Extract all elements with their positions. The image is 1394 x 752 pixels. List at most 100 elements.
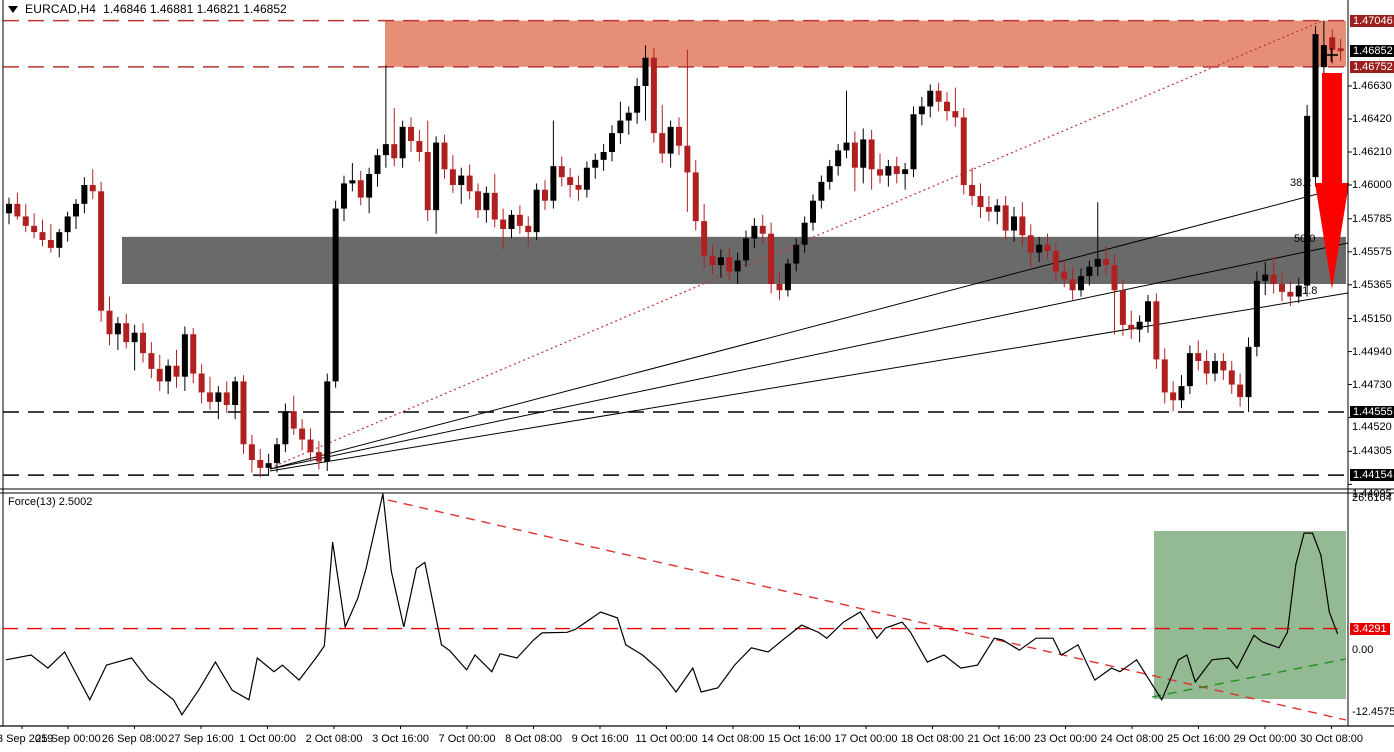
price-axis-label: 1.44095: [1352, 488, 1392, 501]
time-axis-label: 24 Oct 08:00: [1100, 733, 1164, 745]
bull-candle-body: [274, 444, 280, 464]
symbol-dropdown-icon[interactable]: [8, 5, 18, 13]
bear-candle-body: [868, 139, 875, 170]
bear-candle-body: [969, 185, 976, 196]
sell-signal-arrow-icon[interactable]: [1315, 73, 1349, 289]
highlighted-price-label-1.44555: 1.44555: [1350, 406, 1394, 419]
force-level-label: 3.4291: [1350, 622, 1390, 635]
bull-candle-body: [793, 244, 800, 264]
fib-fan-line-38.2[interactable]: [269, 185, 1349, 470]
bull-candle-body: [165, 365, 172, 382]
price-axis-label: 1.44730: [1352, 378, 1392, 391]
bull-candle-body: [625, 112, 632, 121]
bull-candle-body: [667, 126, 674, 154]
bull-candle-body: [1094, 258, 1101, 267]
bear-candle-body: [190, 334, 197, 374]
indicator-highlight-box[interactable]: [1154, 531, 1346, 699]
bear-candle-body: [676, 126, 682, 146]
symbol-period-label: EURCAD,H4: [25, 2, 97, 16]
bear-candle-body: [659, 133, 666, 154]
bear-candle-body: [1061, 271, 1068, 280]
bear-candle-body: [1337, 48, 1344, 52]
force-rising-trendline[interactable]: [1151, 658, 1347, 698]
bear-candle-body: [952, 111, 959, 118]
bull-candle-body: [784, 263, 791, 291]
bear-candle-body: [98, 191, 105, 311]
bear-candle-body: [22, 216, 29, 226]
bull-candle-body: [181, 334, 188, 377]
bear-candle-body: [1027, 235, 1034, 253]
bear-candle-body: [148, 353, 155, 369]
bear-candle-body: [198, 373, 205, 393]
bear-candle-body: [223, 392, 230, 405]
bull-candle-body: [583, 167, 590, 190]
force-indicator-line: [5, 493, 1339, 716]
time-axis-label: 1 Oct 00:00: [239, 733, 296, 745]
time-axis-label: 25 Sep 00:00: [35, 733, 101, 745]
time-axis-label: 30 Oct 08:00: [1300, 733, 1363, 745]
price-axis-label: 1.46000: [1352, 179, 1392, 191]
force-declining-trendline[interactable]: [387, 499, 1347, 721]
bull-candle-body: [885, 166, 892, 176]
time-axis-label: 15 Oct 16:00: [768, 733, 831, 745]
bull-candle-body: [374, 155, 381, 175]
bull-candle-body: [282, 411, 289, 445]
bull-candle-body: [399, 126, 406, 159]
bull-candle-body: [642, 57, 649, 87]
bear-candle-body: [1270, 274, 1277, 284]
bear-candle-body: [391, 144, 398, 159]
time-axis-label: 3 Oct 16:00: [372, 733, 429, 745]
bear-candle-body: [466, 175, 473, 192]
bear-candle-body: [1287, 291, 1294, 297]
fib-fan-line-61.8[interactable]: [269, 292, 1349, 472]
bull-candle-body: [717, 257, 724, 266]
bear-candle-body: [106, 310, 113, 335]
highlighted-price-label-1.47046: 1.47046: [1350, 14, 1394, 27]
bear-candle-body: [977, 195, 984, 207]
ohlc-values: 1.46846 1.46881 1.46821 1.46852: [103, 2, 287, 16]
bear-candle-body: [851, 142, 858, 168]
bull-candle-body: [910, 114, 917, 170]
bull-candle-body: [332, 208, 339, 382]
bear-candle-body: [89, 185, 96, 192]
bull-candle-body: [131, 332, 138, 343]
bear-candle-body: [31, 225, 38, 233]
bull-candle-body: [1245, 346, 1252, 398]
fib-fan-label-38.2: 38.2: [1290, 177, 1312, 189]
time-axis-label: 29 Oct 00:00: [1233, 733, 1297, 745]
bull-candle-body: [609, 133, 615, 153]
bear-candle-body: [14, 203, 21, 217]
bull-candle-body: [382, 144, 389, 156]
bear-candle-body: [307, 439, 314, 453]
fib-fan-line-50.0[interactable]: [269, 242, 1349, 470]
bear-candle-body: [207, 392, 213, 402]
bear-candle-body: [944, 101, 950, 112]
force-scale-label: 26.6104: [1352, 492, 1392, 504]
bull-candle-body: [634, 86, 641, 113]
support-band-rectangle[interactable]: [122, 236, 1346, 284]
bull-candle-body: [73, 203, 79, 217]
time-axis-label: 23 Oct 00:00: [1034, 733, 1097, 745]
bear-candle-body: [650, 57, 657, 134]
bull-candle-body: [801, 222, 808, 245]
bull-candle-body: [56, 232, 63, 248]
bull-candle-body: [1212, 360, 1218, 374]
bull-candle-body: [843, 142, 850, 151]
bull-candle-body: [751, 225, 758, 239]
time-axis-label: 18 Oct 08:00: [901, 733, 964, 745]
time-axis-label: 2 Oct 08:00: [305, 733, 363, 745]
bull-candle-body: [1036, 244, 1043, 253]
bull-candle-body: [366, 174, 373, 198]
bull-candle-body: [550, 166, 557, 201]
bear-candle-body: [542, 189, 548, 201]
supply-zone-rectangle[interactable]: [385, 20, 1346, 67]
bear-candle-body: [500, 219, 507, 229]
fib-fan-label-50.0: 50.0: [1294, 233, 1316, 245]
bull-candle-body: [6, 203, 12, 214]
bull-candle-body: [918, 106, 925, 115]
bear-candle-body: [156, 368, 163, 382]
bull-candle-body: [1145, 301, 1151, 322]
chart-title: EURCAD,H4 1.46846 1.46881 1.46821 1.4685…: [8, 2, 287, 16]
time-axis-label: 23 Sep 2019: [0, 733, 54, 745]
